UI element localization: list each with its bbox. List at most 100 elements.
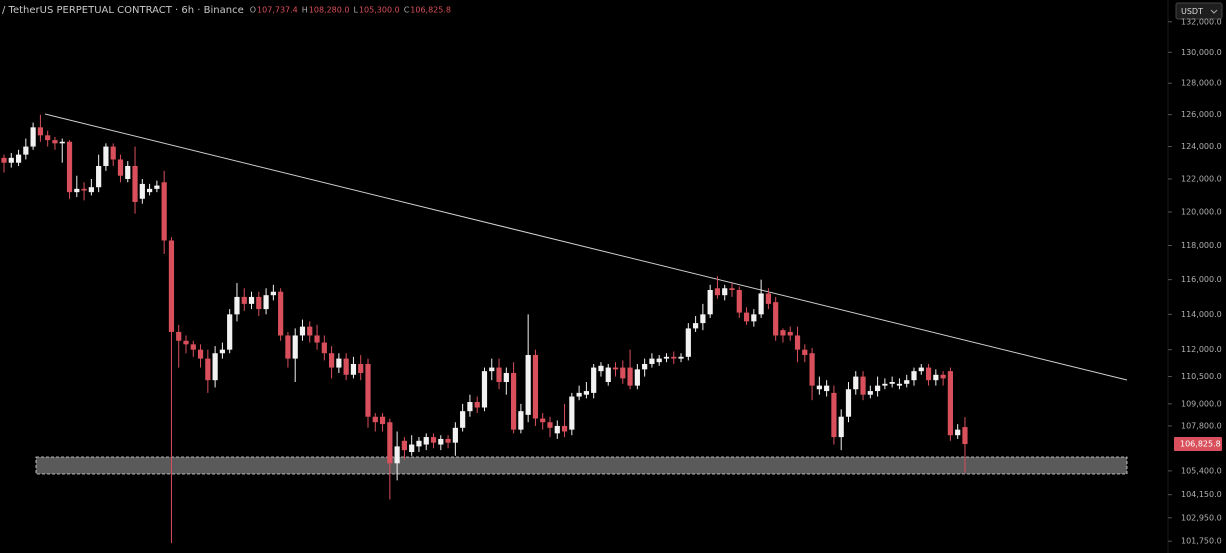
candle-body [270,291,276,296]
candle-body [314,335,320,343]
y-tick-label: 102,950.0 [1181,513,1222,522]
currency-box[interactable] [1175,2,1223,20]
candle-body [1,157,7,163]
candle-body [23,146,29,155]
y-tick-label: 107,800.0 [1181,421,1222,430]
legend-value: 105,300.0 [359,6,400,15]
candle-body [190,344,196,350]
candle-body [117,159,124,176]
candle-body [212,353,218,381]
candle-body [853,376,859,390]
candle-body [955,429,961,436]
legend-key: O [250,6,256,15]
candle-body [409,444,415,453]
currency-selector[interactable]: USDT [1175,2,1223,20]
candle-body [605,367,611,383]
candle-body [889,382,895,384]
candle-body [452,427,458,443]
candle-body [329,353,335,368]
candle-body [139,183,145,199]
candle-body [88,187,94,193]
candle-body [598,365,604,372]
legend-value: 106,825.8 [410,6,451,15]
legend-key: C [404,6,410,15]
candle-body [430,437,437,443]
candle-body [219,349,225,354]
candle-body [685,328,691,357]
currency-label[interactable]: USDT [1181,7,1203,16]
candle-body [292,335,298,359]
y-tick-label: 101,750.0 [1181,537,1222,546]
candle-body [693,323,699,329]
candle-body [81,188,87,191]
candle-body [234,296,240,315]
candle-body [547,422,553,428]
support-zone [35,456,1128,475]
candle-body [671,356,677,359]
candle-body [751,314,757,322]
candle-body [743,312,750,322]
candle-body [438,438,444,445]
candle-body [248,296,255,304]
candle-body [37,127,43,136]
candle-body [911,371,917,381]
candle-body [620,367,626,379]
candle-body [350,363,357,375]
candles [1,114,968,544]
candle-body [642,363,648,370]
candle-body [307,326,313,336]
candle-body [875,385,881,392]
candle-body [154,185,160,189]
candle-body [74,188,80,193]
trend-line [44,113,1128,381]
candle-body [918,367,924,372]
candle-body [15,154,22,163]
candle-body [780,330,786,336]
y-tick-label: 116,000.0 [1181,275,1222,284]
candle-body [947,371,953,436]
candle-body [554,425,560,434]
legend-key: H [302,6,308,15]
y-tick-label: 124,000.0 [1181,142,1222,151]
candle-body [256,296,262,310]
candle-body [831,392,837,438]
candle-body [816,385,822,390]
legend-value: 108,280.0 [309,6,350,15]
y-tick-label: 128,000.0 [1181,79,1222,88]
candle-body [896,383,903,386]
candle-body [59,141,65,144]
candle-body [481,371,488,408]
candle-body [132,165,138,203]
candle-body [263,295,269,310]
candle-body [904,380,910,384]
candle-body [387,422,393,464]
y-tick-label: 122,000.0 [1181,175,1222,184]
candle-body [321,342,327,354]
candle-body [649,358,655,364]
chevron [1210,9,1218,14]
candle-body [787,331,793,336]
candle-body [867,391,873,395]
y-tick-label: 118,000.0 [1181,241,1222,250]
y-tick-label: 126,000.0 [1181,110,1222,119]
candle-body [460,411,466,428]
y-tick-label: 112,000.0 [1181,345,1222,354]
candle-body [358,363,364,373]
y-tick-label: 120,000.0 [1181,207,1222,216]
candle-body [707,289,713,315]
ohlc-legend: O 107,737.4 H 108,280.0 L 105,300.0 C 106,825.8 [250,6,451,15]
y-tick-label: 130,000.0 [1181,48,1222,57]
candle-body [336,358,342,368]
chart-title: / TetherUS PERPETUAL CONTRACT · 6h · Bin… [2,5,244,16]
candle-body [933,374,939,381]
candle-body [125,165,131,180]
candle-body [612,367,619,370]
candle-body [372,416,378,423]
candle-body [503,372,509,383]
candle-body [569,396,575,430]
candle-body [678,356,684,359]
price-tag [1174,437,1222,452]
candle-body [445,438,451,443]
